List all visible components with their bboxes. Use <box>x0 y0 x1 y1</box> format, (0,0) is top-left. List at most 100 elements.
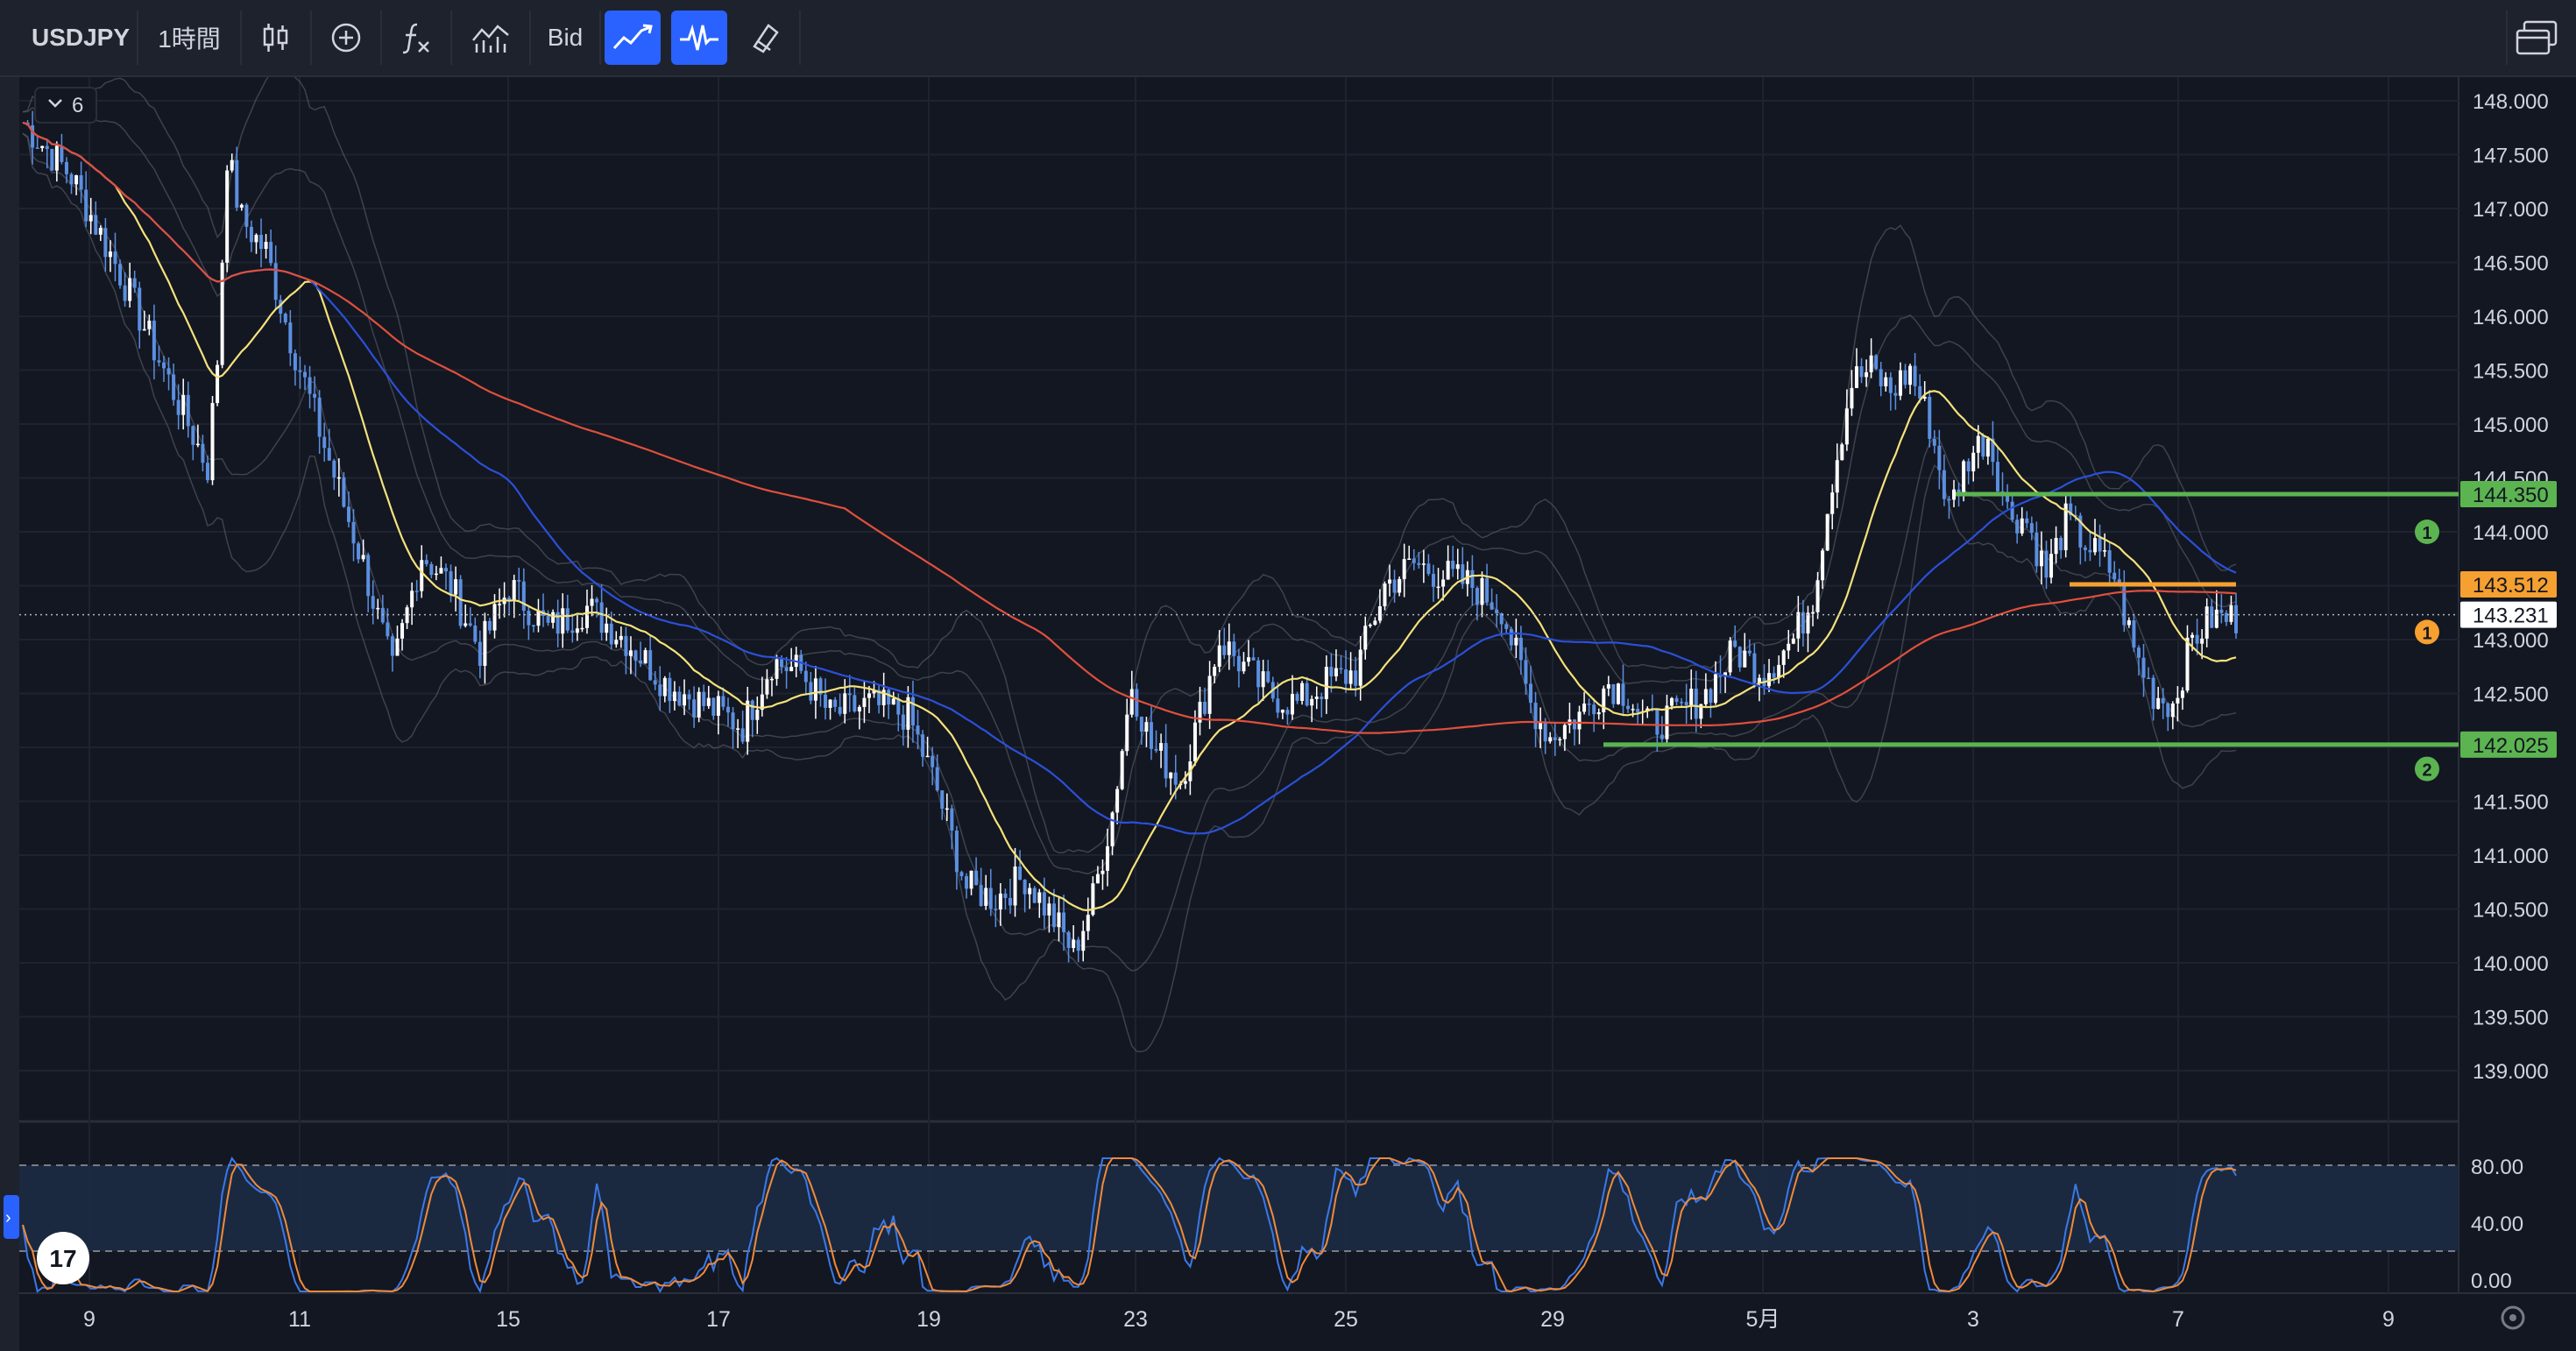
candle-body <box>1937 445 1942 470</box>
candle-body <box>599 602 604 633</box>
candle-body <box>1801 612 1805 634</box>
candle-body <box>1787 643 1791 651</box>
price-axis[interactable] <box>2459 77 2576 1351</box>
x-tick-label: 11 <box>288 1307 311 1332</box>
candle-body <box>965 876 969 889</box>
compare-button[interactable] <box>312 11 382 65</box>
candle-body <box>498 604 502 605</box>
candle-body <box>1660 734 1664 739</box>
candle-body <box>1703 689 1708 704</box>
candle-body <box>1898 370 1902 396</box>
candle-body <box>1879 369 1883 386</box>
candle-body <box>152 320 156 361</box>
candle-body <box>1908 365 1913 385</box>
price-pane[interactable] <box>19 77 2459 1120</box>
add-compare-icon <box>331 23 361 53</box>
candle-body <box>740 728 745 742</box>
bollinger-bands <box>22 77 2237 1053</box>
candle-body <box>483 620 487 666</box>
candle-body <box>1290 694 1294 715</box>
candle-body <box>1139 716 1143 732</box>
candle-body <box>1670 697 1674 706</box>
candle-body <box>1922 396 1927 399</box>
chart[interactable]: 112 148.000147.500147.000146.500146.0001… <box>0 77 2576 1351</box>
candle-body <box>2122 583 2127 626</box>
templates-button[interactable] <box>452 11 531 65</box>
candle-body <box>853 695 857 712</box>
candle-body <box>88 215 93 222</box>
candle-body <box>1398 578 1402 593</box>
candle-body <box>1752 653 1757 683</box>
price-type-button[interactable]: Bid <box>531 11 601 65</box>
candle-body <box>390 636 394 656</box>
candle-body <box>1169 772 1173 779</box>
candle-body <box>1470 569 1475 589</box>
candle-body <box>988 888 993 909</box>
candle-body <box>351 521 356 544</box>
candle-body <box>1918 385 1922 399</box>
layout-button[interactable] <box>2506 11 2567 65</box>
candle-body <box>1003 893 1008 898</box>
y-tick-label: 139.000 <box>2473 1060 2549 1084</box>
candle-body <box>1825 513 1829 551</box>
price-badge-label: 143.512 <box>2473 574 2549 598</box>
candle-body <box>595 598 599 603</box>
candle-body <box>1781 650 1786 665</box>
candle-body <box>1553 737 1557 740</box>
pane-expand-handle[interactable] <box>4 1195 19 1239</box>
chart-type-button[interactable] <box>242 11 312 65</box>
gear-icon[interactable] <box>2501 1305 2525 1330</box>
candle-body <box>2035 532 2039 567</box>
candle-body <box>1232 641 1236 656</box>
symbol-button[interactable]: USDJPY <box>25 11 138 65</box>
candle-body <box>1606 683 1610 689</box>
candle-body <box>205 463 209 481</box>
levels: 1 1 2 <box>19 492 2459 782</box>
candle-body <box>2170 703 2175 718</box>
x-tick-label: 17 <box>706 1307 731 1332</box>
candle-body <box>376 607 380 610</box>
grid <box>19 77 2459 1293</box>
candle-body <box>103 228 108 258</box>
candle-body <box>653 680 657 685</box>
y-tick-label: 141.500 <box>2473 791 2549 815</box>
candle-body <box>216 364 220 403</box>
candle-body <box>565 608 570 631</box>
y-axis: 148.000 147.500 147.000 146.500 146.000 145.5… <box>2460 90 2557 1084</box>
candle-body <box>1475 588 1479 605</box>
ma-short-line <box>22 121 2237 912</box>
candle-body <box>619 635 623 640</box>
candle-body <box>1504 624 1509 629</box>
candle-body <box>1192 722 1197 762</box>
candle-body <box>371 596 375 609</box>
candle-body <box>1543 721 1547 742</box>
candle-body <box>191 426 195 445</box>
candle-body <box>1295 694 1299 701</box>
band-line <box>22 107 2237 875</box>
candle-body <box>1962 461 1966 495</box>
candle-body <box>1913 365 1917 386</box>
candle-body <box>332 460 336 478</box>
candle-body <box>2190 634 2195 638</box>
line-mode-button[interactable] <box>605 11 661 65</box>
candle-body <box>45 145 49 150</box>
candle-body <box>838 706 842 714</box>
brush-button[interactable] <box>731 11 801 65</box>
x-tick-label: 23 <box>1123 1307 1148 1332</box>
candle-body <box>1451 561 1455 569</box>
candle-body <box>1213 667 1217 676</box>
price-badge-label: 142.025 <box>2473 734 2549 758</box>
pulse-mode-button[interactable] <box>671 11 727 65</box>
legend-toggle[interactable] <box>34 87 97 124</box>
indicators-button[interactable] <box>382 11 452 65</box>
candle-body <box>230 159 234 171</box>
candle-body <box>1100 870 1105 874</box>
candle-body <box>731 712 735 730</box>
candle-body <box>69 173 74 185</box>
candle-body <box>1596 712 1601 715</box>
candle-body <box>2044 550 2049 578</box>
interval-button[interactable]: 1時間 <box>138 11 242 65</box>
candle-body <box>1344 669 1348 684</box>
candle-body <box>1461 564 1465 584</box>
candle-body <box>1840 444 1844 461</box>
